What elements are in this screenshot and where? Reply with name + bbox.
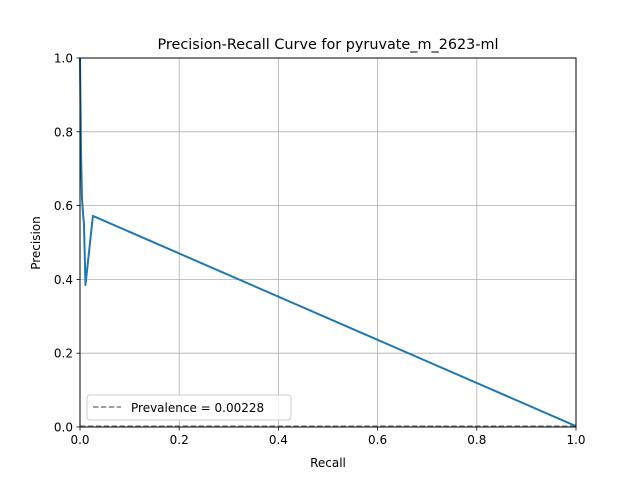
x-tick-label: 1.0 — [566, 433, 585, 447]
y-tick-label: 1.0 — [54, 52, 73, 66]
chart-title: Precision-Recall Curve for pyruvate_m_26… — [157, 37, 498, 53]
y-tick-label: 0.0 — [54, 421, 73, 435]
y-tick-label: 0.2 — [54, 347, 73, 361]
x-axis-label: Recall — [310, 456, 346, 470]
x-tick-label: 0.4 — [269, 433, 288, 447]
y-tick-label: 0.8 — [54, 125, 73, 139]
x-tick-label: 0.8 — [467, 433, 486, 447]
ticks: 0.0 0.2 0.4 0.6 0.8 1.0 0.0 0.2 0.4 0.6 0.8 1.0 — [54, 52, 586, 448]
legend-box — [86, 394, 292, 421]
x-tick-label: 0.0 — [70, 433, 89, 447]
y-tick-label: 0.6 — [54, 199, 73, 213]
x-tick-label: 0.6 — [368, 433, 387, 447]
pr-curve-line — [79, 57, 577, 428]
axes-frame — [79, 57, 577, 428]
legend-entry-prevalence: Prevalence = 0.00228 — [131, 401, 264, 415]
plot-content — [79, 57, 577, 428]
legend: Prevalence = 0.00228 — [86, 394, 292, 421]
x-tick-label: 0.2 — [170, 433, 189, 447]
grid — [79, 57, 577, 428]
y-tick-label: 0.4 — [54, 273, 73, 287]
y-axis-label: Precision — [29, 216, 43, 270]
